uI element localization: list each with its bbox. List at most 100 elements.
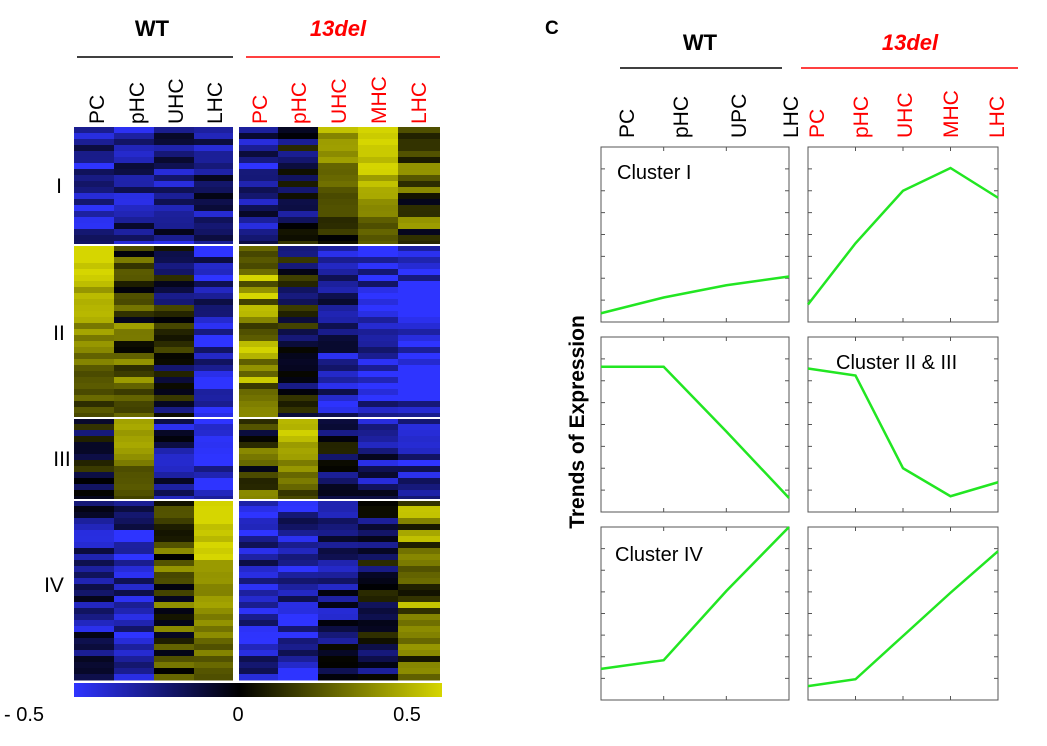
heatmap-strip [398,293,440,300]
heatmap-strip [239,133,278,140]
heatmap-strip [318,193,358,200]
heatmap-strip [154,662,194,669]
heatmap-strip [154,329,194,336]
heatmap-strip [278,500,318,507]
heatmap-strip [278,223,318,230]
heatmap-strip [74,472,114,479]
heatmap-strip [239,644,278,651]
heatmap-strip [114,436,154,443]
heatmap-strip [74,217,114,224]
panel-c-group-label-13del: 13del [882,30,939,55]
heatmap-strip [154,235,194,242]
heatmap-strip [194,275,233,282]
heatmap-strip [358,560,398,567]
heatmap-strip [358,211,398,218]
heatmap-strip [278,187,318,194]
heatmap-strip [278,145,318,152]
heatmap-strip [114,359,154,366]
heatmap-strip [194,668,233,675]
heatmap-strip [74,656,114,663]
heatmap-strip [398,478,440,485]
heatmap-strip [74,329,114,336]
heatmap-strip [278,263,318,270]
heatmap-strip [358,662,398,669]
heatmap-strip [154,287,194,294]
heatmap-strip [278,518,318,525]
heatmap-strip [278,490,318,497]
heatmap-strip [114,305,154,312]
heatmap-strip [154,193,194,200]
heatmap-strip [194,341,233,348]
heatmap-strip [318,323,358,330]
heatmap-strip [358,299,398,306]
heatmap-strip [154,245,194,252]
heatmap-strip [358,163,398,170]
heatmap-strip [239,323,278,330]
heatmap-strip [154,407,194,414]
heatmap-strip [114,395,154,402]
heatmap-strip [358,275,398,282]
heatmap-col-del-mhc: MHC [368,76,391,124]
heatmap-strip [318,211,358,218]
heatmap-strip [239,377,278,384]
heatmap-strip [194,496,233,501]
heatmap-strip [358,241,398,246]
heatmap-strip [358,359,398,366]
trend-col-del-pc: PC [806,109,829,138]
heatmap-strip [154,638,194,645]
heatmap-strip [318,614,358,621]
heatmap-col-del-pc: PC [249,95,272,124]
heatmap-strip [398,347,440,354]
heatmap-strip [278,293,318,300]
heatmap-strip [278,175,318,182]
heatmap-strip [194,442,233,449]
heatmap-strip [154,353,194,360]
trend-col-wt-phc: pHC [670,96,693,138]
heatmap-strip [154,524,194,531]
heatmap-strip [358,175,398,182]
heatmap-strip [114,548,154,555]
heatmap-strip [114,317,154,324]
heatmap-strip [358,500,398,507]
heatmap-strip [114,169,154,176]
heatmap-strip [318,572,358,579]
heatmap-strip [239,287,278,294]
heatmap-strip [154,448,194,455]
heatmap-strip [194,662,233,669]
heatmap-strip [318,566,358,573]
heatmap-strip [114,644,154,651]
heatmap-cells [74,127,440,681]
trend-panel-frame [600,336,790,513]
heatmap-strip [194,644,233,651]
heatmap-strip [154,460,194,467]
heatmap-strip [398,436,440,443]
heatmap-strip [278,311,318,318]
heatmap-strip [398,668,440,675]
heatmap-strip [154,139,194,146]
heatmap-strip [398,199,440,206]
heatmap-strip [74,536,114,543]
heatmap-strip [114,133,154,140]
heatmap-strip [358,205,398,212]
heatmap-strip [398,454,440,461]
heatmap-strip [194,542,233,549]
heatmap-strip [318,466,358,473]
heatmap-strip [74,650,114,657]
heatmap-strip [114,668,154,675]
heatmap-strip [239,548,278,555]
heatmap-strip [358,590,398,597]
heatmap-strip [194,590,233,597]
heatmap-strip [318,245,358,252]
heatmap-strip [74,626,114,633]
heatmap-strip [194,632,233,639]
heatmap-strip [154,626,194,633]
heatmap-strip [318,169,358,176]
heatmap-strip [398,472,440,479]
heatmap-strip [398,229,440,236]
heatmap-strip [154,299,194,306]
heatmap-strip [398,205,440,212]
heatmap-strip [74,317,114,324]
heatmap-strip [239,157,278,164]
heatmap-strip [194,229,233,236]
heatmap-strip [358,620,398,627]
